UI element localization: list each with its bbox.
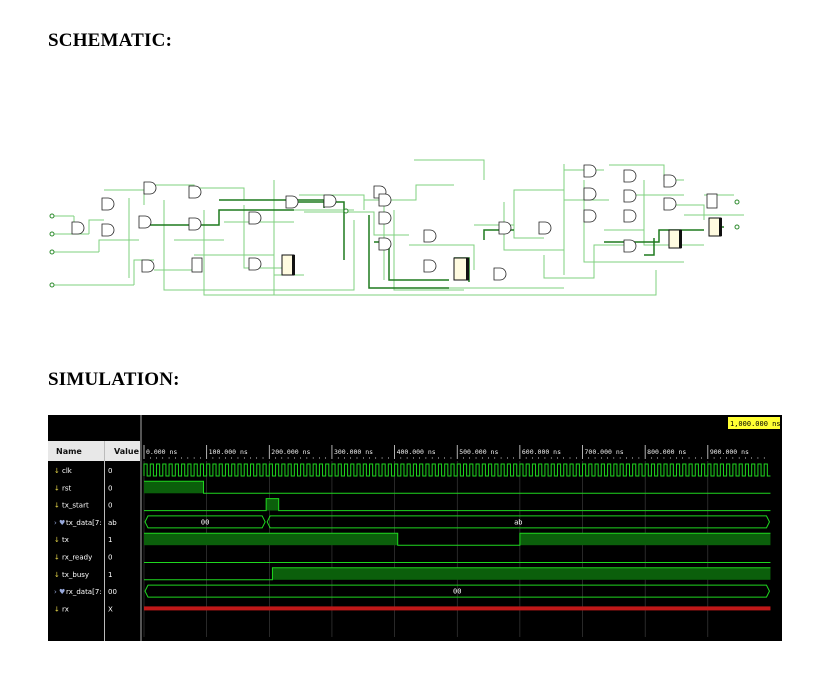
time-tick-label: 500.000 ns [459,448,498,456]
signal-high-fill [144,533,398,546]
signal-value: 0 [108,467,112,475]
signal-value: 00 [108,588,117,596]
bit-waveform [144,480,771,494]
wire-signal-icon: ↓ [54,502,60,510]
bus-segment [144,584,771,598]
time-tick-label: 800.000 ns [647,448,686,456]
signal-name[interactable]: rx_ready [62,554,92,562]
signal-name[interactable]: tx [62,536,69,544]
bus-value-label: 00 [453,588,461,596]
time-tick-label: 900.000 ns [710,448,749,456]
signal-name[interactable]: tx_busy [62,571,89,579]
time-tick-label: 700.000 ns [585,448,624,456]
time-tick-label: 100.000 ns [209,448,248,456]
signal-high-fill [266,498,279,511]
wire-signal-icon: ↓ [54,536,60,544]
signal-high-fill [519,533,771,546]
name-column-header: Name [56,447,82,456]
signal-value: 1 [108,536,112,544]
time-tick-label: 300.000 ns [334,448,373,456]
signal-value: ab [108,519,117,527]
cursor-time-box[interactable] [728,417,780,429]
wire-signal-icon: ↓ [54,467,60,475]
time-tick-label: 600.000 ns [522,448,561,456]
cursor-time-label: 1,000.000 ns [730,420,781,428]
signal-high-fill [144,481,204,494]
signal-name[interactable]: clk [62,467,73,475]
signal-name[interactable]: rst [62,484,72,492]
signal-name[interactable]: tx_data[7: [66,519,102,527]
time-tick-label: 400.000 ns [397,448,436,456]
wire-signal-icon: ↓ [54,605,60,613]
bit-waveform [144,532,771,546]
simulation-heading: SIMULATION: [48,369,180,390]
signal-name[interactable]: rx [62,605,69,613]
signal-value: X [108,605,113,613]
wire-signal-icon: ↓ [54,484,60,492]
signal-value: 0 [108,554,112,562]
signal-name[interactable]: tx_start [62,502,89,510]
bus-segment [144,515,266,529]
clock-waveform [143,463,771,477]
signal-value: 0 [108,484,112,492]
bus-signal-icon: › ♥ [54,519,65,527]
schematic-heading: SCHEMATIC: [48,30,173,51]
waveform-viewer: Name Value 1,000.000 ns 0.000 ns 100.000 … [48,415,782,641]
values-header [105,441,140,461]
bus-signal-icon: › ♥ [54,588,65,596]
bus-segment [266,515,771,529]
bus-value-label: ab [514,518,522,526]
signal-high-fill [272,567,771,580]
time-tick-label: 200.000 ns [271,448,310,456]
signal-value: 1 [108,571,112,579]
bus-value-label: 00 [201,518,209,526]
time-axis: 0.000 ns 100.000 ns 200.000 ns 300.000 ns 40… [143,445,765,459]
bit-waveform [144,567,771,581]
wire-signal-icon: ↓ [54,554,60,562]
bit-waveform [144,498,771,512]
signal-value: 0 [108,502,112,510]
schematic-diagram [49,159,744,296]
wire-signal-icon: ↓ [54,571,60,579]
signal-rows: ↓ clk 0↓ rst 0↓ tx_start 0› ♥ tx_data[7: ab 00 ab↓… [54,463,771,613]
names-header [48,441,104,461]
value-column-header: Value [114,447,140,456]
signal-name[interactable]: rx_data[7: [66,588,102,596]
time-grid [143,461,709,637]
unknown-x-waveform [144,606,771,611]
time-tick-label: 0.000 ns [146,448,177,456]
